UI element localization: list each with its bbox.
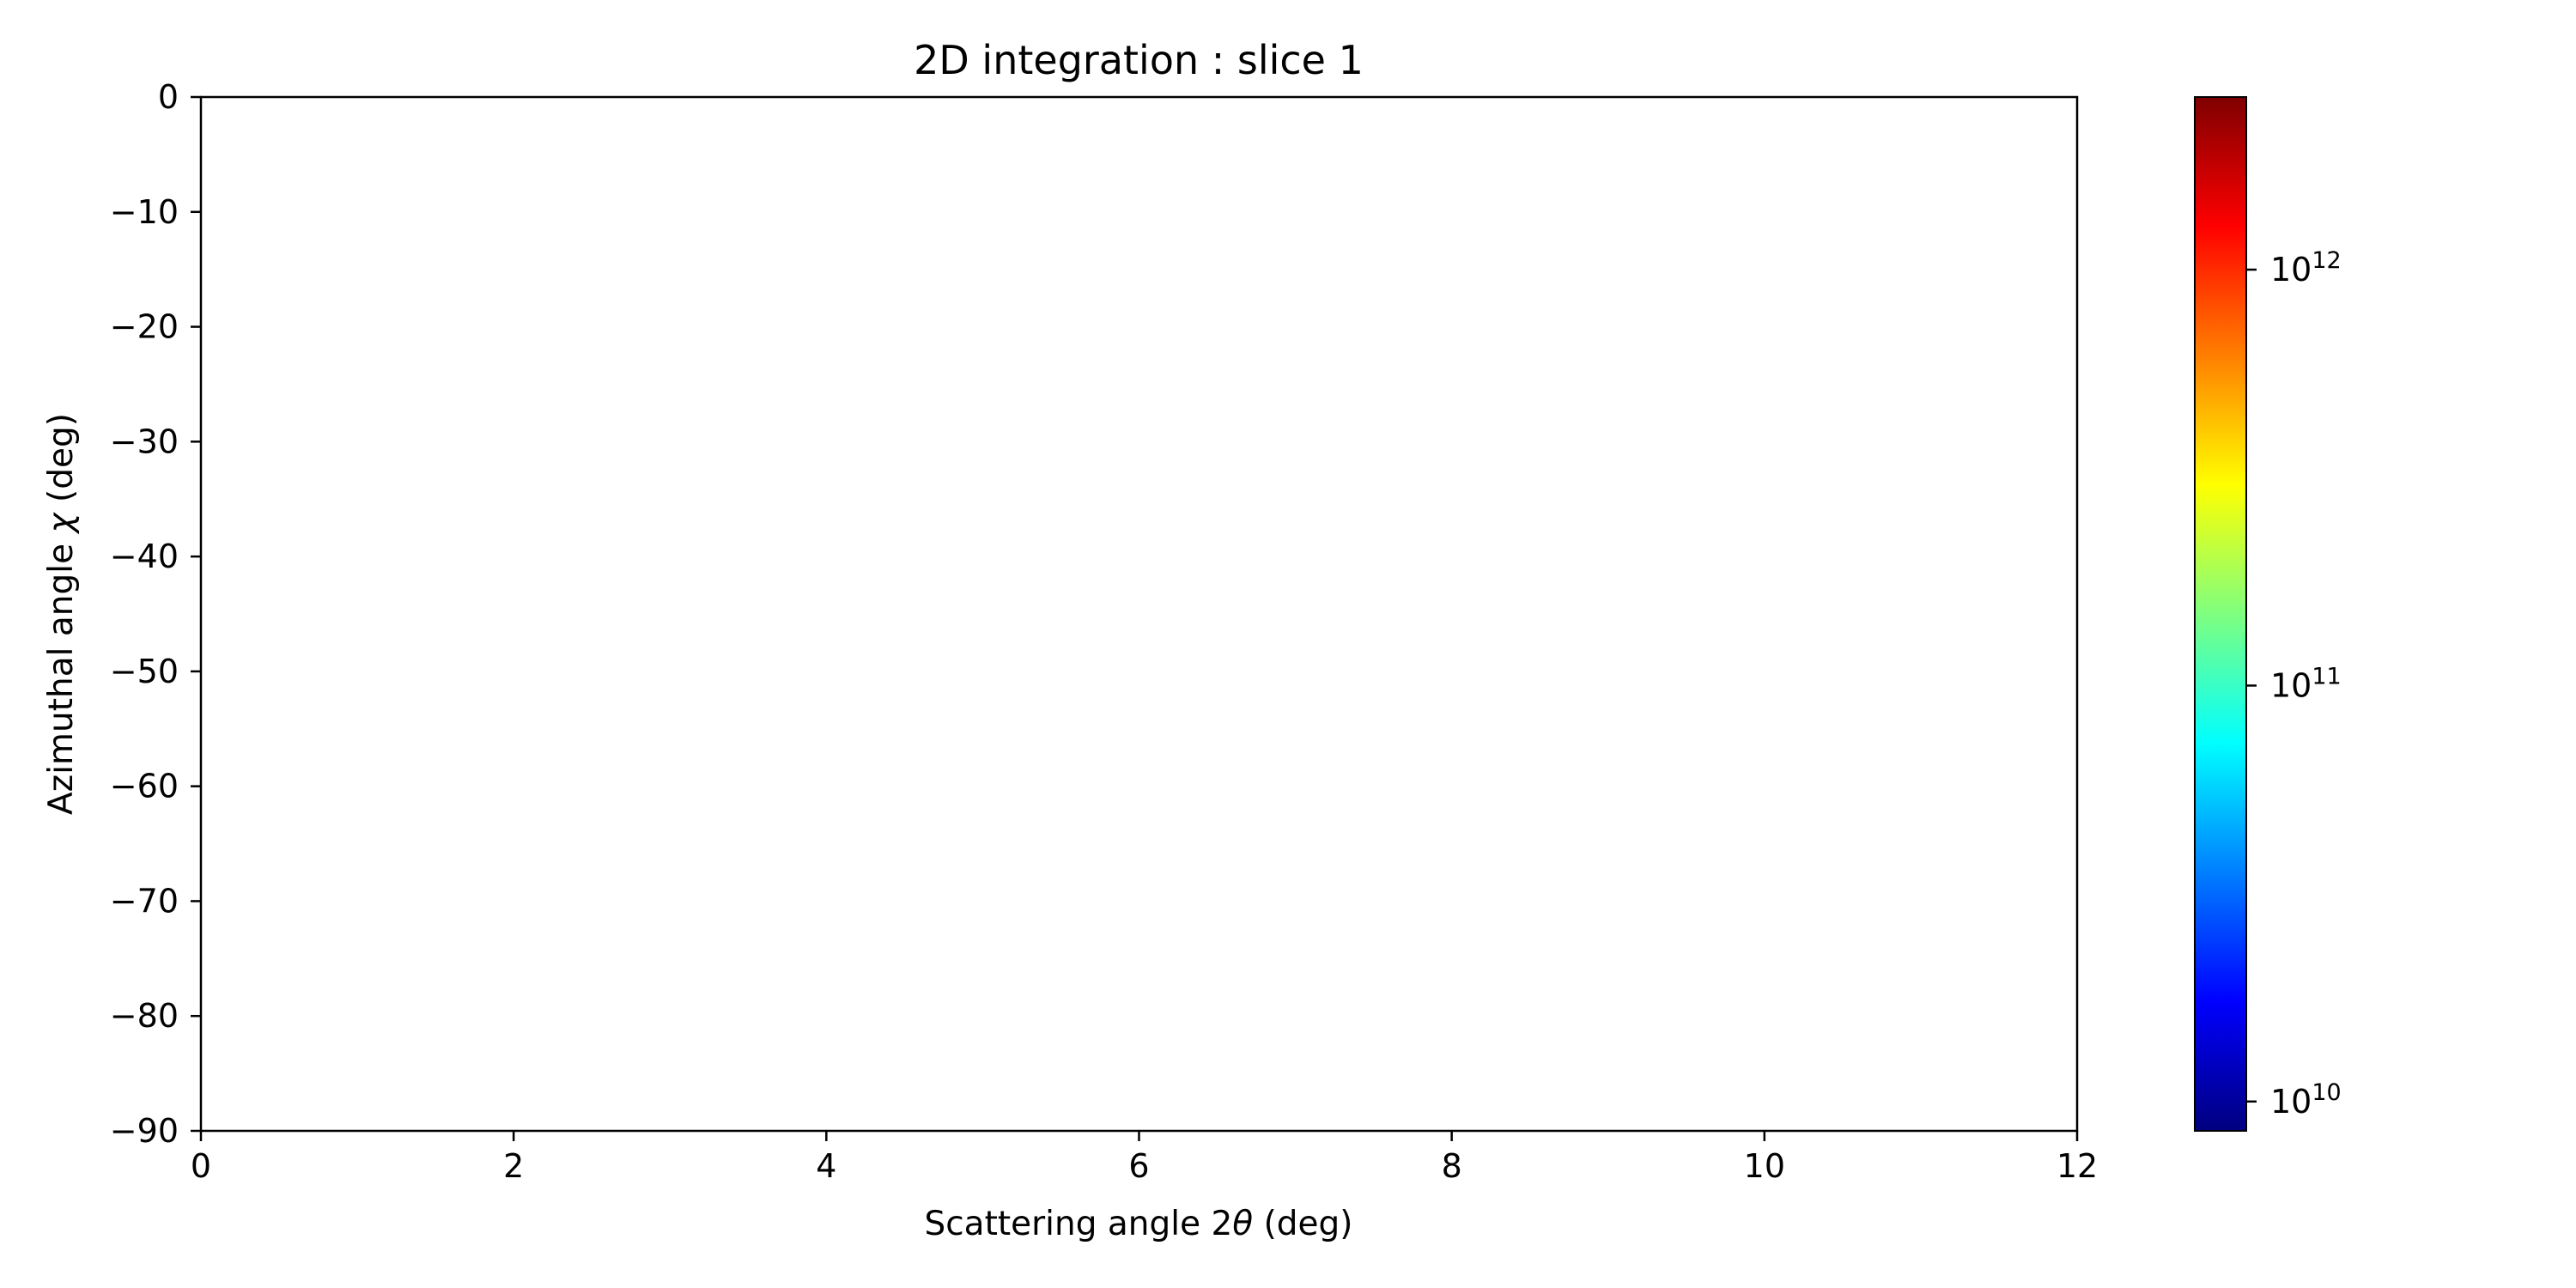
y-tick-label: −20 bbox=[110, 308, 179, 346]
x-axis-label: Scattering angle 2θ (deg) bbox=[924, 1205, 1352, 1243]
x-tick-label: 4 bbox=[816, 1147, 836, 1185]
y-axis-label: Azimuthal angle χ (deg) bbox=[42, 413, 81, 815]
y-tick-label: −80 bbox=[110, 997, 179, 1035]
x-tick-label: 10 bbox=[1744, 1147, 1785, 1185]
chart-title: 2D integration : slice 1 bbox=[914, 37, 1364, 83]
y-tick-label: −30 bbox=[110, 422, 179, 460]
y-tick-label: 0 bbox=[158, 78, 179, 116]
x-tick-label: 6 bbox=[1128, 1147, 1149, 1185]
colorbar-tick-label: 1011 bbox=[2270, 663, 2342, 704]
y-tick-label: −60 bbox=[110, 768, 179, 805]
colorbar-ticks: 1010 1011 1012 bbox=[2246, 247, 2342, 1121]
y-tick-label: −40 bbox=[110, 538, 179, 575]
x-tick-label: 0 bbox=[191, 1147, 211, 1185]
x-tick-label: 12 bbox=[2057, 1147, 2098, 1185]
plot-area bbox=[199, 95, 2079, 1133]
y-tick-label: −10 bbox=[110, 193, 179, 231]
colorbar-tick-label: 1012 bbox=[2270, 247, 2342, 289]
y-tick-label: −90 bbox=[110, 1112, 179, 1150]
x-tick-label: 2 bbox=[503, 1147, 524, 1185]
colorbar bbox=[2194, 96, 2247, 1132]
y-axis: 0 −10 −20 −30 −40 −50 −60 −70 −80 −90 bbox=[110, 78, 201, 1150]
colorbar-tick-label: 1010 bbox=[2270, 1079, 2342, 1121]
x-axis: 0 2 4 6 8 10 12 bbox=[191, 1131, 2098, 1185]
x-tick-label: 8 bbox=[1442, 1147, 1462, 1185]
y-tick-label: −50 bbox=[110, 653, 179, 690]
y-tick-label: −70 bbox=[110, 882, 179, 920]
